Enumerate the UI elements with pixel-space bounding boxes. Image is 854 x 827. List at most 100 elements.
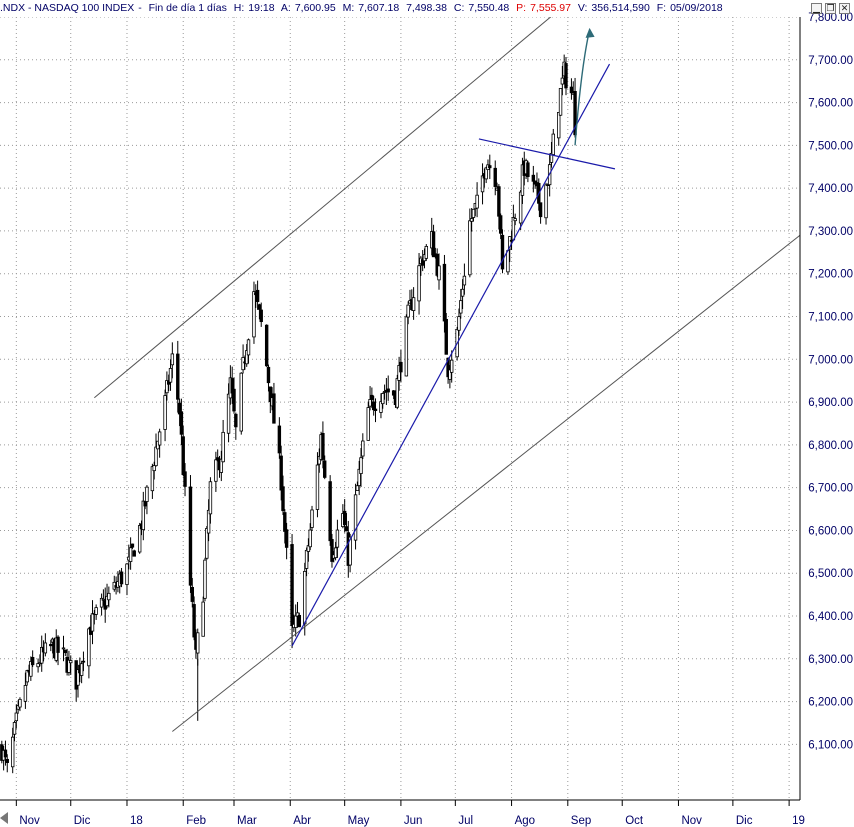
close-label: C: <box>453 2 465 14</box>
candle-body <box>513 218 517 222</box>
candle-body <box>29 661 33 677</box>
x-tick-label: Abr <box>293 815 311 827</box>
candle-body <box>531 174 536 182</box>
candle-body <box>386 388 390 393</box>
high-label: H: <box>233 2 245 14</box>
candle-body <box>417 265 421 302</box>
minimize-button[interactable]: ▁ <box>811 3 822 14</box>
candle-body <box>497 186 501 217</box>
candle-body <box>170 353 175 366</box>
candle-body <box>154 446 158 467</box>
candle-body <box>281 486 285 512</box>
quote-info-bar: .NDX - NASDAQ 100 INDEX - Fin de día 1 dí… <box>0 0 800 17</box>
x-tick-label: Feb <box>186 815 206 827</box>
candle-body <box>460 288 465 297</box>
y-tick-label: 7,700.00 <box>808 55 853 67</box>
candle-body <box>379 401 383 413</box>
last-label: P: <box>516 2 527 14</box>
candle-body <box>435 253 439 276</box>
candle-body <box>36 663 40 668</box>
candle-body <box>468 220 472 276</box>
candle-body <box>342 510 347 526</box>
y-tick-label: 6,800.00 <box>808 440 853 452</box>
candle-body <box>506 250 510 273</box>
candle-body <box>23 685 28 702</box>
candle-body <box>310 509 314 528</box>
candle-body <box>268 386 272 403</box>
y-tick-label: 7,300.00 <box>808 226 853 238</box>
close-button[interactable]: ✕ <box>839 3 850 14</box>
candle-body <box>163 395 167 430</box>
candle-body <box>259 309 263 323</box>
candle-body <box>219 458 224 473</box>
candle-body <box>399 361 403 373</box>
volume-value: 356,514,590 <box>591 2 650 14</box>
max-label: M: <box>342 2 355 14</box>
candle-body <box>128 547 133 562</box>
candle-body <box>573 90 577 136</box>
last-value: 7,555.97 <box>530 2 571 14</box>
high-value: 19:18 <box>248 2 275 14</box>
resistance-line <box>478 138 616 170</box>
candle-body <box>446 357 450 378</box>
candle-body <box>12 722 17 735</box>
candle-body <box>551 133 555 155</box>
candle-body <box>397 364 401 381</box>
candle-body <box>306 545 311 552</box>
drawing-lines-layer <box>94 3 801 732</box>
candle-body <box>264 324 269 367</box>
y-tick-label: 6,300.00 <box>808 654 853 666</box>
candle-body <box>297 614 302 628</box>
candle-body <box>130 543 135 548</box>
candle-body <box>557 112 561 139</box>
candle-body <box>546 184 550 187</box>
candle-body <box>101 598 106 601</box>
candle-body <box>105 595 109 607</box>
volume-label: V: <box>577 2 588 14</box>
candle-body <box>498 215 503 234</box>
candle-body <box>214 459 218 482</box>
candle-body <box>462 275 467 286</box>
candle-body <box>208 481 213 515</box>
candle-body <box>99 597 104 608</box>
candle-body <box>206 509 211 534</box>
candle-body <box>371 401 376 411</box>
candle-body <box>125 563 129 585</box>
date-value: 05/09/2018 <box>670 2 723 14</box>
restore-button[interactable]: ❐ <box>825 3 836 14</box>
candle-body <box>76 669 80 686</box>
x-tick-label: Dic <box>736 815 753 827</box>
candle-body <box>10 736 15 768</box>
open-label: A: <box>280 2 291 14</box>
candle-body <box>518 191 523 224</box>
scroll-left-icon <box>0 812 8 824</box>
candle-body <box>205 528 209 559</box>
candle-body <box>549 152 554 163</box>
candle-body <box>448 369 452 380</box>
candle-body <box>564 63 568 89</box>
x-tick-label: Jul <box>458 815 473 827</box>
x-tick-label: Jun <box>404 815 423 827</box>
candle-body <box>176 353 180 400</box>
candle-body <box>381 393 385 405</box>
y-tick-label: 6,200.00 <box>808 697 853 709</box>
candle-body <box>442 263 447 322</box>
candle-body <box>183 471 187 487</box>
date-label: F: <box>656 2 667 14</box>
candle-body <box>406 304 410 318</box>
close-value: 7,550.48 <box>468 2 510 14</box>
candle-body <box>137 525 142 553</box>
low-value: 7,498.38 <box>406 2 447 14</box>
candle-body <box>368 399 372 407</box>
y-tick-label: 7,200.00 <box>808 269 853 281</box>
candle-body <box>469 218 474 222</box>
candle-body <box>165 380 169 394</box>
candle-body <box>560 77 565 85</box>
candle-body <box>203 559 207 599</box>
candle-body <box>330 539 334 562</box>
candle-body <box>335 529 340 548</box>
x-tick-label: Oct <box>625 815 644 827</box>
candles-layer <box>0 54 577 774</box>
candle-body <box>480 175 485 193</box>
candle-body <box>355 485 360 491</box>
